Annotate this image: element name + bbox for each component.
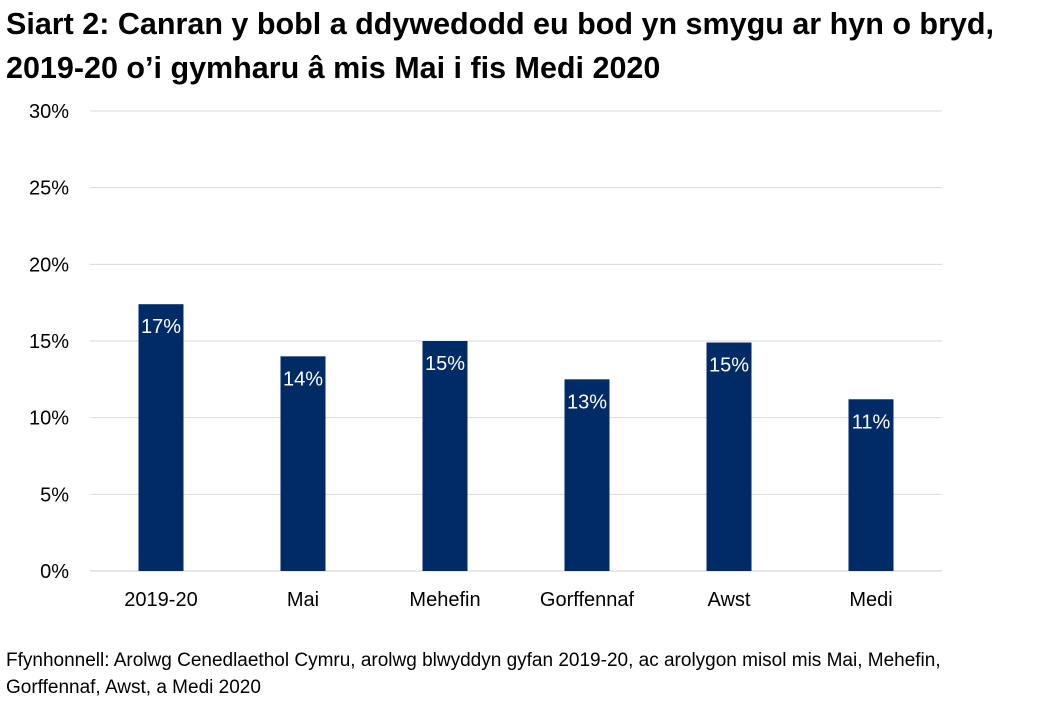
y-tick-label: 0% (40, 561, 69, 583)
bar (564, 379, 610, 571)
bar (422, 341, 468, 571)
bar-chart: 0% 5% 10% 15% 20% 25% 30% 17% 2019-20 14% Mai 15% Me… (29, 101, 942, 611)
y-tick-label: 30% (29, 101, 69, 123)
data-label: 13% (567, 391, 607, 413)
x-tick-label: Medi (849, 589, 892, 611)
x-tick-label: Awst (708, 589, 751, 611)
bar (706, 342, 752, 571)
x-tick-label: Mehefin (409, 589, 480, 611)
data-label: 14% (283, 368, 323, 390)
x-tick-label: Mai (287, 589, 319, 611)
y-tick-label: 5% (40, 484, 69, 506)
x-tick-label: 2019-20 (124, 589, 197, 611)
y-tick-label: 25% (29, 178, 69, 200)
bar (280, 356, 326, 571)
chart-title: Siart 2: Canran y bobl a ddywedodd eu bo… (6, 7, 995, 85)
y-tick-label: 15% (29, 331, 69, 353)
bar (848, 399, 894, 571)
data-label: 11% (852, 411, 891, 433)
data-label: 17% (141, 316, 181, 338)
data-label: 15% (425, 353, 465, 375)
data-label: 15% (709, 355, 749, 377)
x-tick-label: Gorffennaf (540, 589, 635, 611)
bar (138, 304, 184, 571)
y-tick-label: 10% (29, 408, 69, 430)
y-tick-label: 20% (29, 254, 69, 276)
source-note: Ffynhonnell: Arolwg Cenedlaethol Cymru, … (6, 650, 941, 698)
